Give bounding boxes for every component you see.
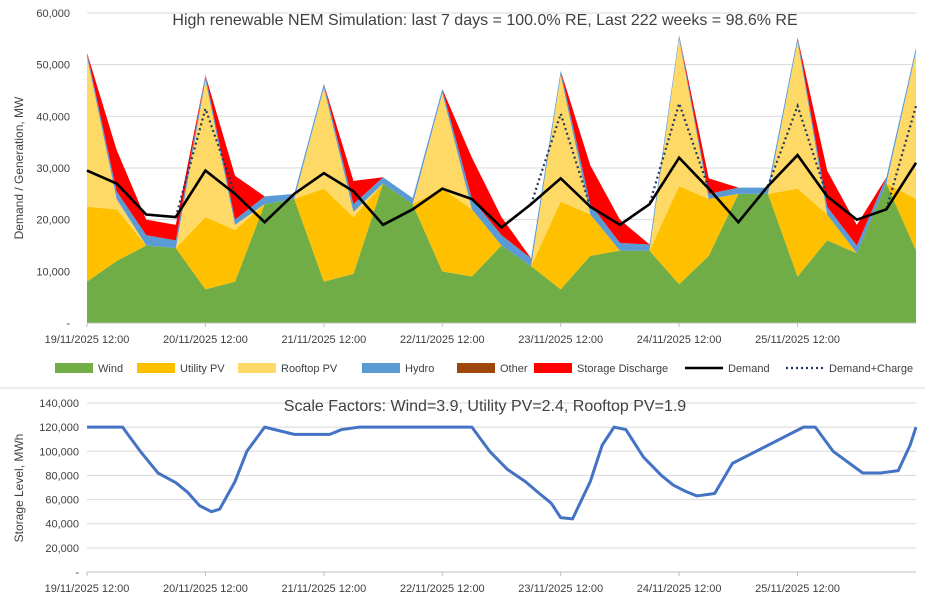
storage-y-ticks: - 20,000 40,000 60,000 80,000 100,000 120,000 1… bbox=[39, 398, 79, 579]
generation-lines bbox=[86, 99, 918, 230]
legend-swatch-wind bbox=[55, 363, 93, 373]
storage-x-tick-label: 20/11/2025 12:00 bbox=[163, 583, 248, 595]
generation-x-tick-label: 19/11/2025 12:00 bbox=[45, 334, 130, 346]
storage-y-tick-label: 140,000 bbox=[39, 398, 79, 410]
generation-x-tick-label: 24/11/2025 12:00 bbox=[637, 334, 722, 346]
area-hydro bbox=[87, 35, 916, 267]
storage-chart: - 20,000 40,000 60,000 80,000 100,000 120,000 1… bbox=[12, 398, 918, 595]
generation-x-tick-label: 22/11/2025 12:00 bbox=[400, 334, 485, 346]
area-wind bbox=[87, 183, 916, 323]
legend-swatch-hydro bbox=[362, 363, 400, 373]
legend-label-hydro: Hydro bbox=[405, 363, 434, 375]
generation-y-tick-label: 20,000 bbox=[36, 215, 70, 227]
storage-x-ticks: 19/11/2025 12:00 20/11/2025 12:00 21/11/20… bbox=[45, 572, 840, 595]
generation-y-axis-label: Demand / Generation, MW bbox=[12, 96, 26, 239]
generation-y-tick-label: 40,000 bbox=[36, 111, 70, 123]
generation-x-tick-label: 25/11/2025 12:00 bbox=[755, 334, 840, 346]
generation-y-tick-label: 50,000 bbox=[36, 60, 70, 72]
storage-y-tick-label: 40,000 bbox=[45, 519, 79, 531]
generation-y-tick-label: - bbox=[66, 318, 70, 330]
legend-label-rooftop-pv: Rooftop PV bbox=[281, 363, 338, 375]
storage-x-tick-label: 22/11/2025 12:00 bbox=[400, 583, 485, 595]
legend-swatch-utility-pv bbox=[137, 363, 175, 373]
storage-x-tick-label: 19/11/2025 12:00 bbox=[45, 583, 130, 595]
generation-areas bbox=[87, 35, 916, 323]
storage-line bbox=[87, 425, 918, 521]
area-storage-discharge bbox=[87, 35, 916, 259]
storage-y-tick-label: 120,000 bbox=[39, 422, 79, 434]
area-utility-pv bbox=[87, 183, 916, 290]
legend-label-wind: Wind bbox=[98, 363, 123, 375]
storage-y-axis-label: Storage Level, MWh bbox=[12, 434, 26, 543]
storage-y-tick-label: - bbox=[75, 567, 79, 579]
generation-legend: Wind Utility PV Rooftop PV Hydro Other Storag… bbox=[55, 363, 913, 375]
storage-y-tick-label: 60,000 bbox=[45, 495, 79, 507]
legend-swatch-storage-discharge bbox=[534, 363, 572, 373]
generation-chart: - 10,000 20,000 30,000 40,000 50,000 60,000 19… bbox=[12, 8, 918, 375]
storage-x-tick-label: 25/11/2025 12:00 bbox=[755, 583, 840, 595]
storage-x-tick-label: 24/11/2025 12:00 bbox=[637, 583, 722, 595]
generation-x-tick-label: 20/11/2025 12:00 bbox=[163, 334, 248, 346]
legend-swatch-other bbox=[457, 363, 495, 373]
generation-x-tick-label: 23/11/2025 12:00 bbox=[518, 334, 603, 346]
storage-y-tick-label: 20,000 bbox=[45, 543, 79, 555]
generation-x-tick-label: 21/11/2025 12:00 bbox=[281, 334, 366, 346]
generation-x-ticks: 19/11/2025 12:00 20/11/2025 12:00 21/11/20… bbox=[45, 323, 840, 346]
legend-swatch-rooftop-pv bbox=[238, 363, 276, 373]
storage-x-tick-label: 21/11/2025 12:00 bbox=[281, 583, 366, 595]
generation-y-tick-label: 30,000 bbox=[36, 163, 70, 175]
line-demand bbox=[86, 153, 918, 230]
storage-gridlines bbox=[87, 402, 916, 549]
legend-label-demand-charge: Demand+Charge bbox=[829, 363, 913, 375]
legend-label-demand: Demand bbox=[728, 363, 770, 375]
legend-label-other: Other bbox=[500, 363, 528, 375]
line-storage-level bbox=[87, 425, 918, 521]
storage-chart-title: Scale Factors: Wind=3.9, Utility PV=2.4,… bbox=[284, 398, 687, 415]
generation-y-tick-label: 60,000 bbox=[36, 8, 70, 20]
legend-label-storage-discharge: Storage Discharge bbox=[577, 363, 668, 375]
storage-x-tick-label: 23/11/2025 12:00 bbox=[518, 583, 603, 595]
storage-y-tick-label: 100,000 bbox=[39, 446, 79, 458]
storage-y-tick-label: 80,000 bbox=[45, 470, 79, 482]
generation-y-ticks: - 10,000 20,000 30,000 40,000 50,000 60,000 bbox=[36, 8, 70, 330]
generation-chart-title: High renewable NEM Simulation: last 7 da… bbox=[172, 12, 797, 29]
legend-label-utility-pv: Utility PV bbox=[180, 363, 225, 375]
generation-y-tick-label: 10,000 bbox=[36, 266, 70, 278]
